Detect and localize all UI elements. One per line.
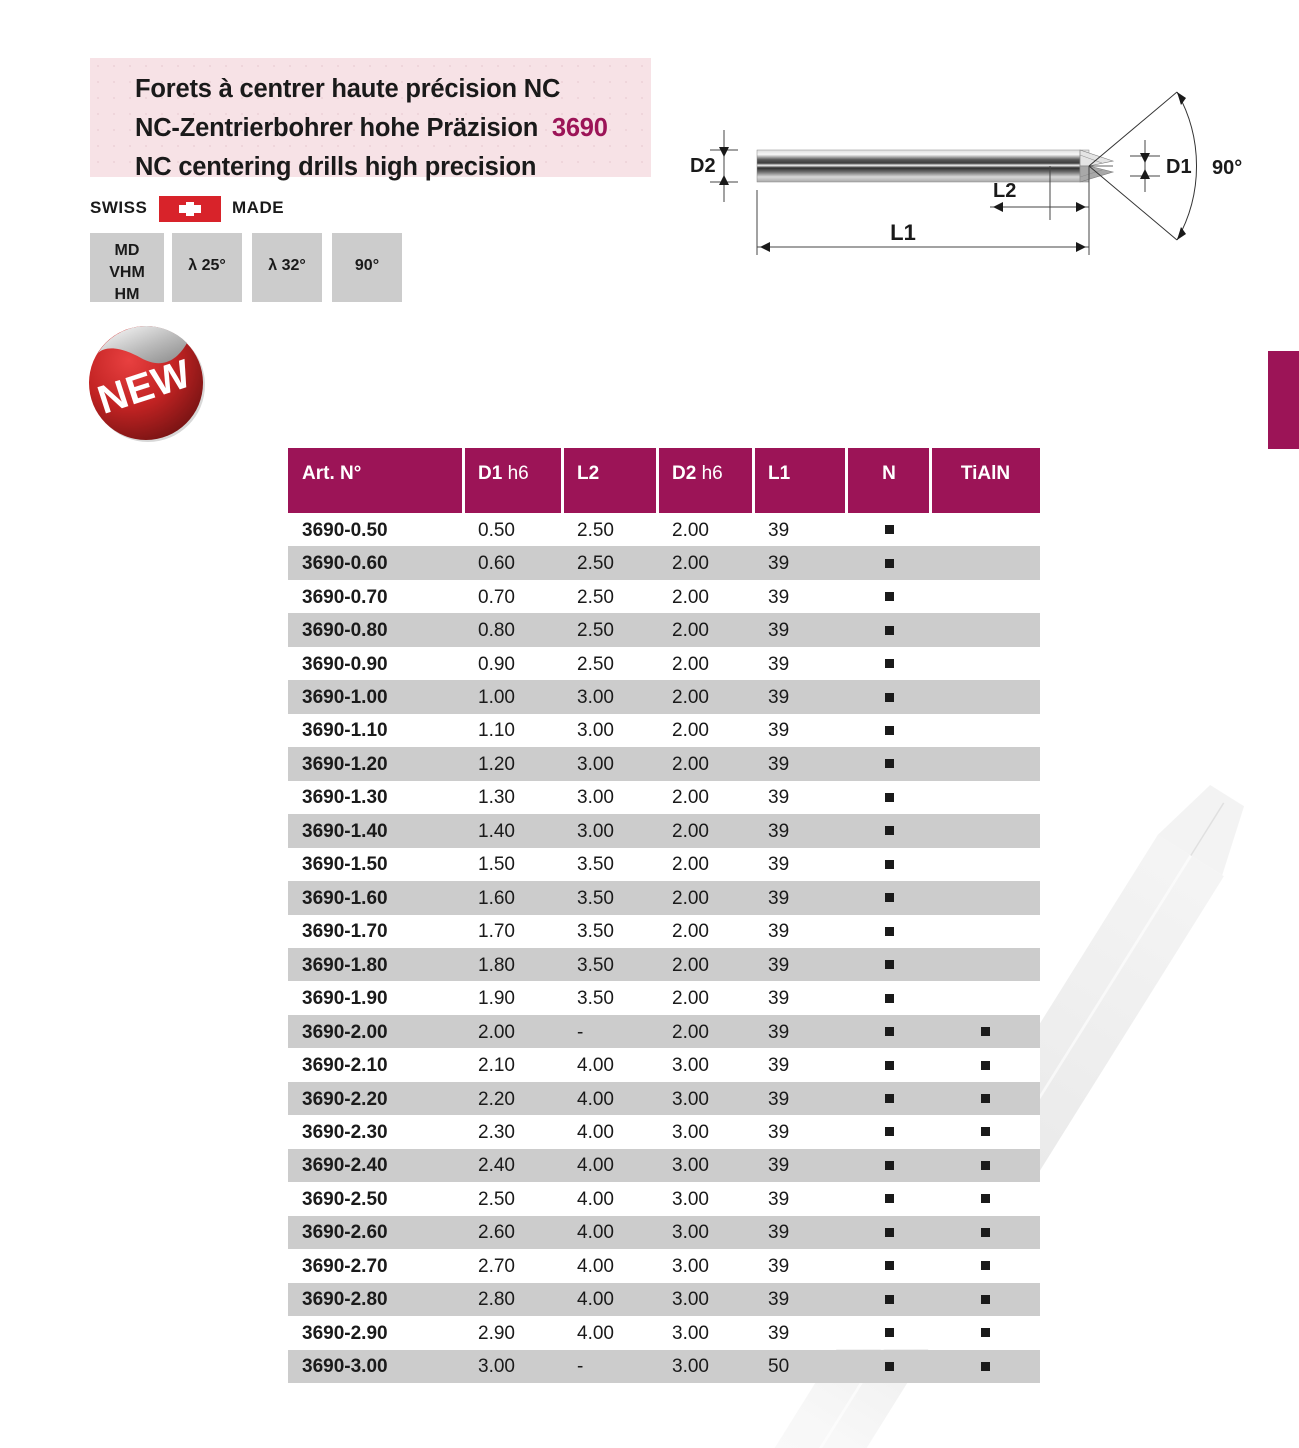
svg-text:L1: L1 [890, 220, 916, 245]
svg-text:D2: D2 [690, 155, 716, 177]
svg-text:L2: L2 [993, 180, 1016, 202]
svg-text:D1: D1 [1166, 156, 1192, 178]
svg-text:90°: 90° [1212, 157, 1242, 179]
